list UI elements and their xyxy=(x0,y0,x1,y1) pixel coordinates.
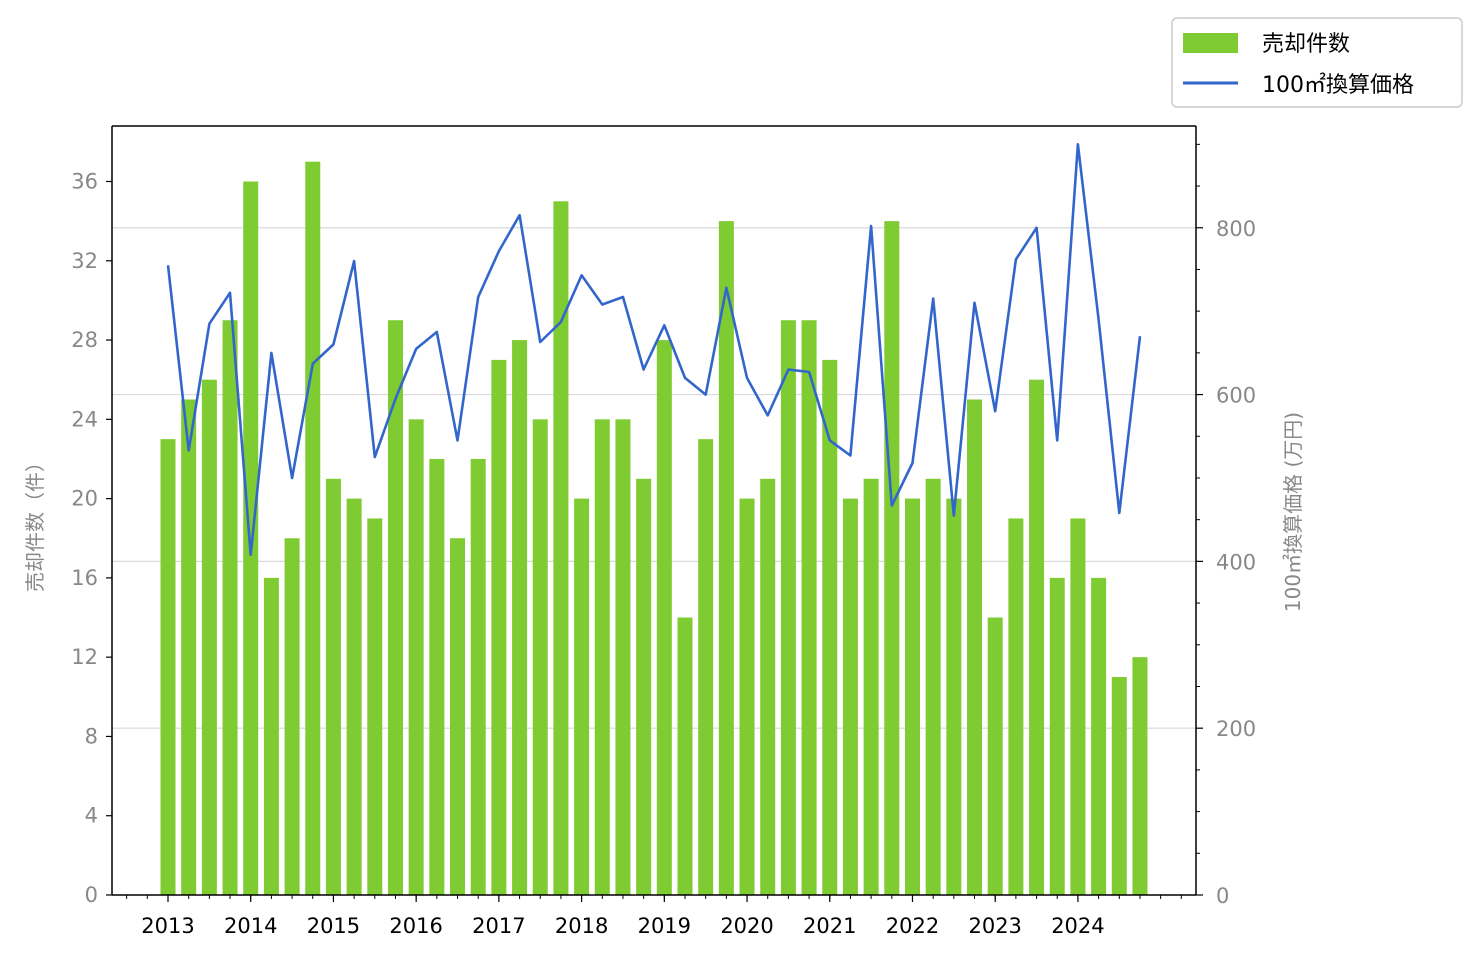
bar xyxy=(201,379,217,895)
year-tick-label: 2015 xyxy=(307,914,360,938)
bar xyxy=(470,458,486,895)
bar xyxy=(822,359,838,896)
bar xyxy=(842,498,858,895)
legend-line-label: 100㎡換算価格 xyxy=(1262,72,1414,98)
left-tick-label: 32 xyxy=(71,249,98,273)
left-tick-label: 20 xyxy=(71,487,98,511)
bar xyxy=(346,498,362,895)
bar xyxy=(222,320,238,896)
year-tick-label: 2013 xyxy=(141,914,194,938)
bar xyxy=(181,399,197,895)
bar xyxy=(1091,577,1107,895)
bar xyxy=(512,340,528,896)
bar xyxy=(429,458,445,895)
line-series xyxy=(166,143,1142,557)
bar xyxy=(284,538,300,895)
year-tick-label: 2017 xyxy=(472,914,525,938)
left-tick-label: 0 xyxy=(85,883,98,907)
left-tick-label: 24 xyxy=(71,407,98,431)
bar xyxy=(1070,518,1086,895)
bar xyxy=(677,617,693,895)
legend-bar-swatch xyxy=(1183,33,1238,53)
left-tick-label: 4 xyxy=(85,804,98,828)
bar xyxy=(450,538,466,895)
year-tick-label: 2021 xyxy=(803,914,856,938)
bar xyxy=(739,498,755,895)
left-tick-label: 8 xyxy=(85,724,98,748)
right-axis-title: 100㎡換算価格 (万円) xyxy=(1281,412,1305,612)
left-tick-label: 36 xyxy=(71,169,98,193)
legend: 売却件数 100㎡換算価格 xyxy=(1171,17,1463,108)
bar xyxy=(1008,518,1024,895)
bar xyxy=(491,359,507,896)
bar xyxy=(243,181,259,895)
bar xyxy=(1132,657,1148,895)
bar xyxy=(408,419,424,895)
year-tick-label: 2020 xyxy=(720,914,773,938)
bar xyxy=(780,320,796,896)
bar xyxy=(532,419,548,895)
bar xyxy=(863,478,879,895)
year-tick-label: 2022 xyxy=(886,914,939,938)
right-tick-label: 200 xyxy=(1216,717,1256,741)
year-tick-label: 2024 xyxy=(1051,914,1104,938)
bar xyxy=(1029,379,1045,895)
left-axis-title: 売却件数（件） xyxy=(23,452,47,592)
bar-series xyxy=(160,161,1148,896)
right-tick-label: 600 xyxy=(1216,384,1256,408)
left-tick-label: 12 xyxy=(71,645,98,669)
left-tick-label: 16 xyxy=(71,566,98,590)
year-tick-label: 2023 xyxy=(968,914,1021,938)
bar xyxy=(904,498,920,895)
bar xyxy=(946,498,962,895)
bar xyxy=(615,419,631,895)
bar xyxy=(636,478,652,895)
legend-bar-label: 売却件数 xyxy=(1262,32,1350,57)
bar xyxy=(987,617,1003,895)
left-tick-label: 28 xyxy=(71,328,98,352)
bar xyxy=(925,478,941,895)
year-tick-label: 2016 xyxy=(389,914,442,938)
bar xyxy=(801,320,817,896)
price-line xyxy=(166,143,1142,557)
bar xyxy=(698,439,714,895)
right-tick-label: 400 xyxy=(1216,550,1256,574)
bar xyxy=(967,399,983,895)
bar xyxy=(367,518,383,895)
bar xyxy=(760,478,776,895)
bar xyxy=(387,320,403,896)
bar xyxy=(884,221,900,895)
bar xyxy=(1049,577,1065,895)
bar xyxy=(1111,676,1127,895)
bar xyxy=(160,439,176,895)
bar xyxy=(574,498,590,895)
right-tick-label: 0 xyxy=(1216,884,1229,908)
bar xyxy=(553,201,569,895)
plot-frame xyxy=(111,125,1197,896)
year-tick-label: 2018 xyxy=(555,914,608,938)
bar xyxy=(325,478,341,895)
right-tick-label: 800 xyxy=(1216,217,1256,241)
bar xyxy=(718,221,734,895)
bar xyxy=(305,161,321,895)
year-tick-label: 2019 xyxy=(638,914,691,938)
bar xyxy=(656,340,672,896)
legend-frame xyxy=(1171,17,1463,108)
year-tick-label: 2014 xyxy=(224,914,277,938)
bar xyxy=(263,577,279,895)
bar xyxy=(594,419,610,895)
